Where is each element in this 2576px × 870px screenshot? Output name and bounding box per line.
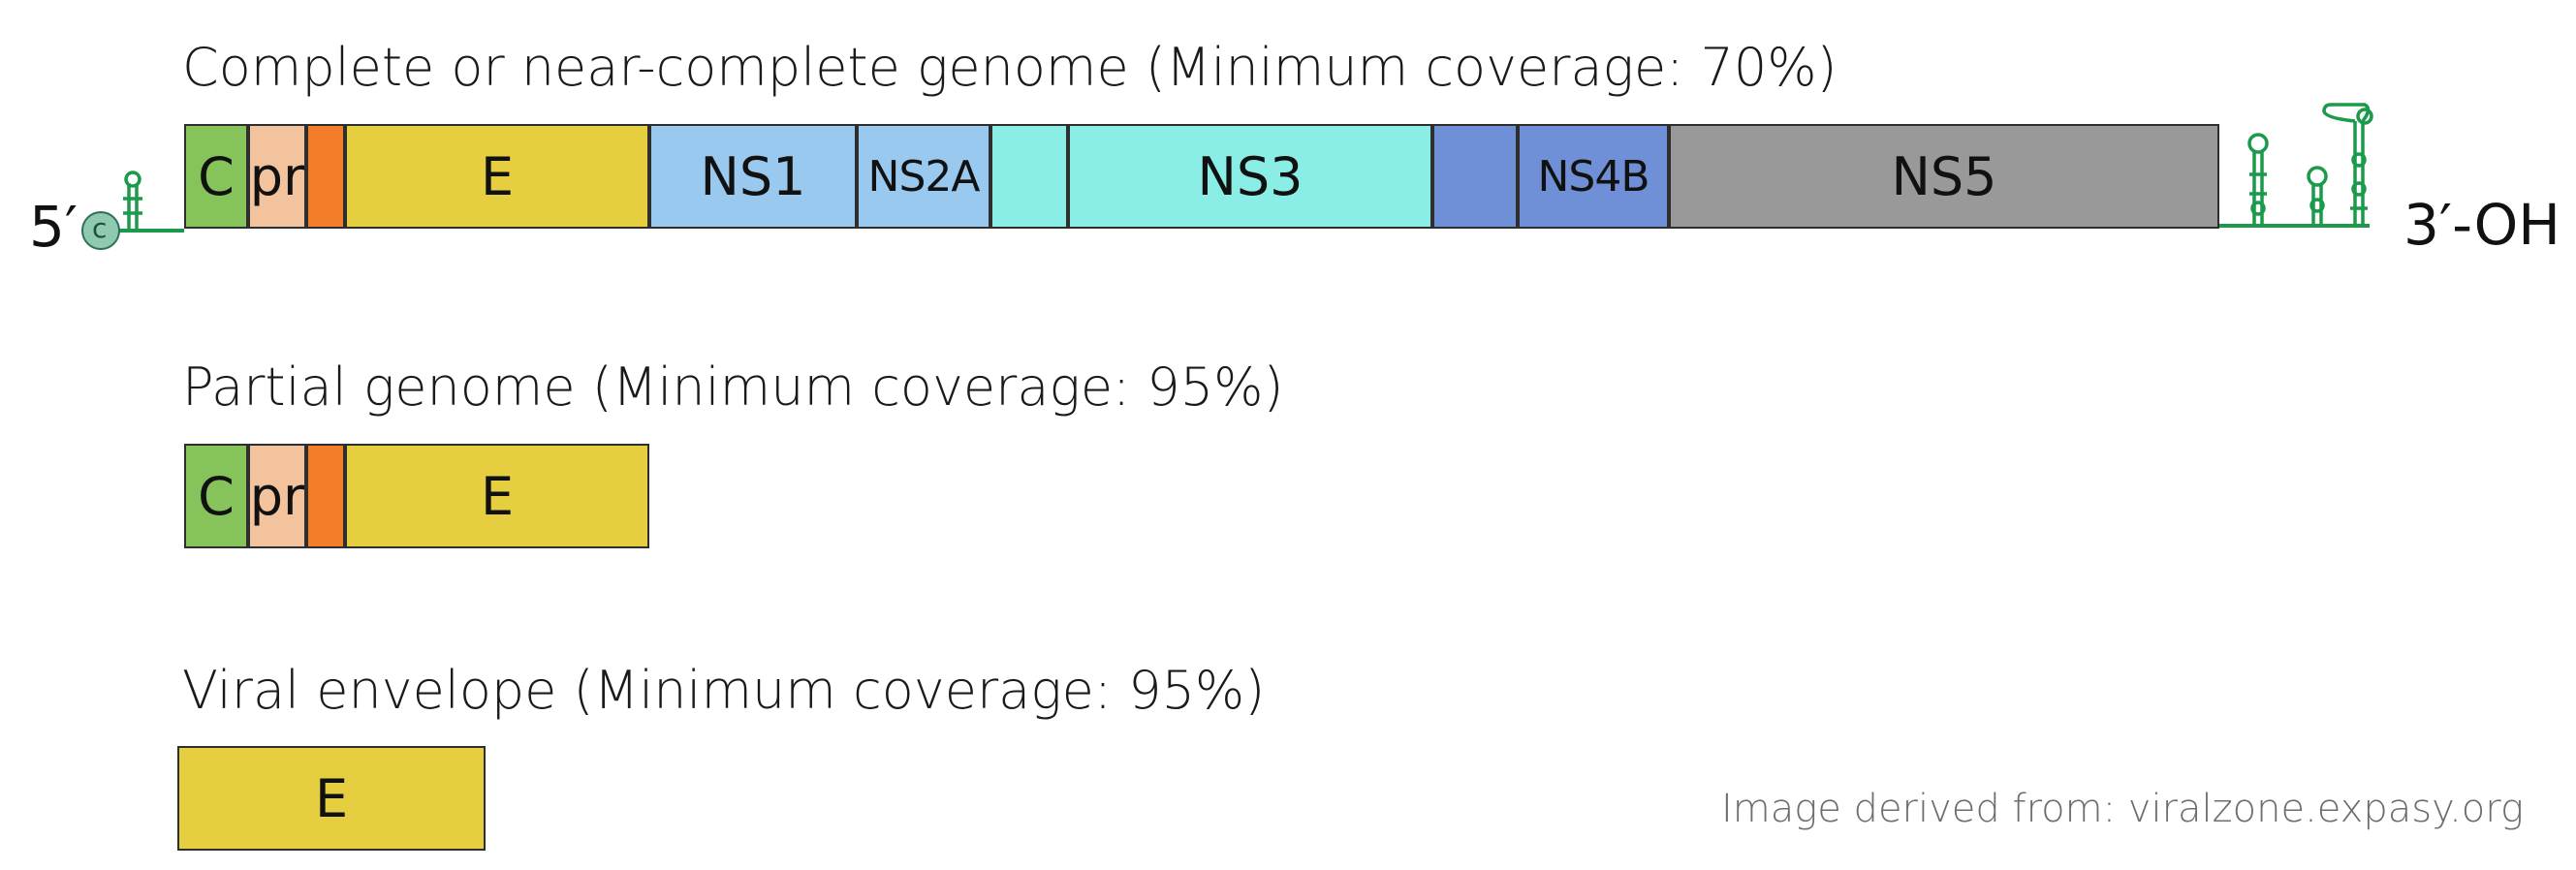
segment-ns4a (1432, 124, 1518, 229)
five-prime-cap (81, 211, 120, 250)
partial-segment-m (306, 444, 345, 548)
complete-genome-heading: Complete or near-complete genome (Minimu… (182, 37, 1838, 98)
five-prime-label: 5′ (29, 194, 79, 260)
segment-ns1: NS1 (649, 124, 857, 229)
cap-label: c (92, 212, 108, 244)
segment-e: E (345, 124, 649, 229)
segment-ns3: NS3 (1068, 124, 1432, 229)
envelope-bar: E (177, 746, 486, 851)
segment-ns4b: NS4B (1518, 124, 1669, 229)
segment-pr: pr (248, 124, 306, 229)
partial-segment-e: E (345, 444, 649, 548)
segment-m (306, 124, 345, 229)
partial-segment-pr: pr (248, 444, 306, 548)
segment-ns5: NS5 (1669, 124, 2219, 229)
segment-ns2b (990, 124, 1068, 229)
three-prime-stem-loops (2247, 103, 2373, 226)
envelope-segment-e: E (177, 746, 486, 851)
partial-genome-bar: C pr E (184, 444, 659, 548)
complete-genome-bar: C pr E NS1 NS2A NS3 NS4B NS5 (184, 124, 2219, 229)
five-prime-stem-loop (123, 171, 142, 231)
image-credit: Image derived from: viralzone.expasy.org (1720, 787, 2524, 831)
segment-ns2a: NS2A (857, 124, 990, 229)
partial-segment-c: C (184, 444, 248, 548)
three-prime-label: 3′-OH (2403, 192, 2560, 258)
segment-c: C (184, 124, 248, 229)
partial-genome-heading: Partial genome (Minimum coverage: 95%) (182, 357, 1284, 418)
viral-envelope-heading: Viral envelope (Minimum coverage: 95%) (182, 660, 1266, 721)
